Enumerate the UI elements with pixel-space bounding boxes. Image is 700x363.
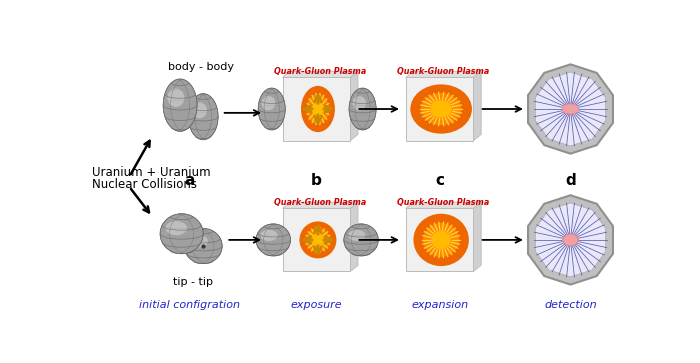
Ellipse shape xyxy=(410,84,472,134)
Ellipse shape xyxy=(348,230,365,241)
Ellipse shape xyxy=(562,235,579,245)
Text: Uranium + Uranium: Uranium + Uranium xyxy=(92,166,210,179)
Ellipse shape xyxy=(188,94,218,140)
Text: detection: detection xyxy=(544,300,597,310)
Ellipse shape xyxy=(165,221,187,235)
Polygon shape xyxy=(536,203,606,277)
Text: exposure: exposure xyxy=(290,300,342,310)
Ellipse shape xyxy=(344,224,378,256)
Ellipse shape xyxy=(260,230,278,241)
Ellipse shape xyxy=(430,101,452,118)
Text: d: d xyxy=(565,173,576,188)
Ellipse shape xyxy=(352,96,366,110)
Polygon shape xyxy=(406,202,481,208)
Ellipse shape xyxy=(189,235,208,247)
Text: tip - tip: tip - tip xyxy=(173,277,214,287)
Text: Quark-Gluon Plasma: Quark-Gluon Plasma xyxy=(398,67,489,76)
Polygon shape xyxy=(283,208,350,272)
Polygon shape xyxy=(350,71,358,140)
Ellipse shape xyxy=(421,93,461,125)
Text: Quark-Gluon Plasma: Quark-Gluon Plasma xyxy=(274,198,366,207)
Polygon shape xyxy=(283,71,358,77)
Ellipse shape xyxy=(349,88,376,130)
Text: expansion: expansion xyxy=(411,300,468,310)
Text: initial configration: initial configration xyxy=(139,300,240,310)
Ellipse shape xyxy=(160,214,203,254)
Text: a: a xyxy=(184,173,195,188)
Ellipse shape xyxy=(312,101,324,117)
Text: Nuclear Collisions: Nuclear Collisions xyxy=(92,178,197,191)
Polygon shape xyxy=(473,71,481,140)
Ellipse shape xyxy=(431,231,451,249)
Text: body - body: body - body xyxy=(168,62,234,72)
Ellipse shape xyxy=(563,234,578,246)
Polygon shape xyxy=(406,77,473,140)
Ellipse shape xyxy=(184,228,222,264)
Polygon shape xyxy=(406,71,481,77)
Text: b: b xyxy=(311,173,322,188)
Polygon shape xyxy=(528,64,613,154)
Ellipse shape xyxy=(160,214,203,254)
Text: Quark-Gluon Plasma: Quark-Gluon Plasma xyxy=(274,67,366,76)
Ellipse shape xyxy=(423,223,459,257)
Polygon shape xyxy=(283,77,350,140)
Ellipse shape xyxy=(163,79,197,131)
Ellipse shape xyxy=(188,94,218,140)
Ellipse shape xyxy=(300,221,337,258)
Ellipse shape xyxy=(414,214,469,266)
Ellipse shape xyxy=(312,233,324,246)
Ellipse shape xyxy=(562,104,579,114)
Polygon shape xyxy=(350,202,358,272)
Polygon shape xyxy=(536,72,606,146)
Text: c: c xyxy=(435,173,444,188)
Text: Quark-Gluon Plasma: Quark-Gluon Plasma xyxy=(398,198,489,207)
Ellipse shape xyxy=(258,88,286,130)
Polygon shape xyxy=(406,208,473,272)
Ellipse shape xyxy=(192,102,207,118)
Ellipse shape xyxy=(344,224,378,256)
Ellipse shape xyxy=(349,88,376,130)
Ellipse shape xyxy=(184,228,222,264)
Polygon shape xyxy=(473,202,481,272)
Ellipse shape xyxy=(167,89,184,107)
Ellipse shape xyxy=(256,224,290,256)
Ellipse shape xyxy=(301,86,335,132)
Ellipse shape xyxy=(262,96,275,110)
Ellipse shape xyxy=(163,79,197,131)
Polygon shape xyxy=(283,202,358,208)
Ellipse shape xyxy=(258,88,286,130)
Ellipse shape xyxy=(307,94,329,124)
Ellipse shape xyxy=(306,228,330,252)
Polygon shape xyxy=(528,195,613,285)
Ellipse shape xyxy=(256,224,290,256)
